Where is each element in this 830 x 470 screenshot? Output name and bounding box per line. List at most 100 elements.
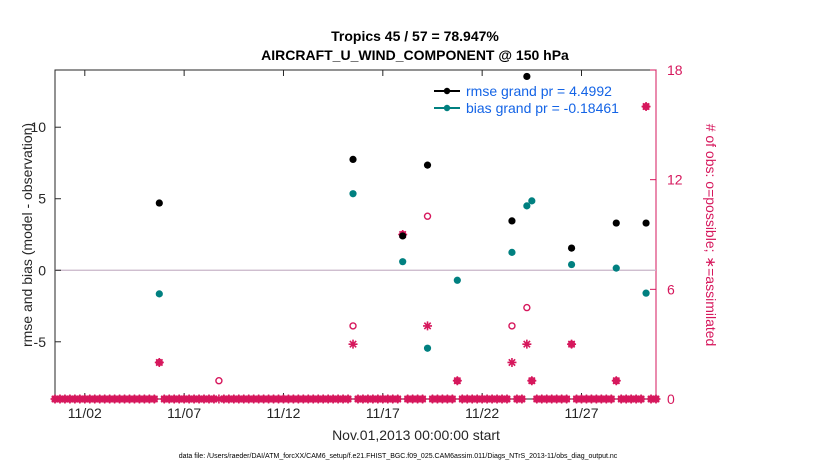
obs-possible-point: [349, 322, 357, 330]
obs-assimilated-point: [328, 394, 338, 404]
obs-assimilated-point: [169, 394, 179, 404]
obs-assimilated-point: [467, 394, 477, 404]
obs-assimilated-point: [313, 394, 323, 404]
obs-assimilated-point: [497, 394, 507, 404]
obs-assimilated-point: [259, 394, 269, 404]
obs-assimilated-point: [626, 394, 636, 404]
obs-assimilated-point: [423, 321, 433, 331]
obs-assimilated-point: [383, 394, 393, 404]
x-axis: 11/02 11/07 11/12 11/17 11/22 11/27: [68, 70, 599, 421]
bias-point: [508, 248, 516, 256]
y2-tick-label: 6: [667, 281, 675, 297]
x-axis-label: Nov.01,2013 00:00:00 start: [332, 427, 500, 443]
chart-title: Tropics 45 / 57 = 78.947%: [331, 28, 499, 44]
bias-point: [423, 344, 432, 352]
obs-assimilated-point: [105, 394, 115, 404]
y2-tick-label: 12: [667, 172, 683, 188]
obs-assimilated-point: [646, 394, 656, 404]
chart-subtitle: AIRCRAFT_U_WIND_COMPONENT @ 150 hPa: [261, 47, 569, 63]
obs-assimilated-point: [199, 394, 209, 404]
obs-assimilated-point: [90, 394, 100, 404]
obs-assimilated-point: [576, 394, 586, 404]
obs-assimilated-point: [512, 394, 522, 404]
obs-assimilated-point: [318, 394, 328, 404]
obs-possible-point: [215, 377, 223, 385]
obs-assimilated-point: [234, 394, 244, 404]
obs-assimilated-point: [378, 394, 388, 404]
obs-assimilated-point: [477, 394, 487, 404]
obs-assimilated-point: [149, 394, 159, 404]
obs-assimilated-point: [408, 394, 418, 404]
obs-assimilated-point: [164, 394, 174, 404]
bias-point: [528, 197, 536, 205]
legend-bias-marker: [443, 104, 451, 112]
legend-bias-label: bias grand pr = -0.18461: [466, 100, 619, 116]
obs-assimilated-point: [333, 394, 343, 404]
x-tick-label: 11/07: [167, 405, 201, 421]
obs-assimilated-point: [254, 394, 264, 404]
y2-tick-label: 0: [667, 391, 675, 407]
obs-assimilated-point: [80, 394, 90, 404]
rmse-point: [423, 161, 432, 169]
obs-assimilated-point: [298, 394, 308, 404]
obs-assimilated-point: [552, 394, 562, 404]
obs-assimilated-point: [139, 394, 149, 404]
rmse-point: [567, 244, 576, 252]
obs-assimilated-point: [393, 394, 403, 404]
obs-possible-series: [51, 102, 660, 403]
obs-assimilated-point: [179, 394, 189, 404]
obs-assimilated-point: [502, 394, 512, 404]
obs-assimilated-point: [601, 394, 611, 404]
obs-assimilated-point: [537, 394, 547, 404]
obs-assimilated-point: [100, 394, 110, 404]
obs-assimilated-point: [507, 357, 517, 367]
obs-assimilated-point: [55, 394, 65, 404]
obs-assimilated-point: [442, 394, 452, 404]
obs-assimilated-point: [120, 394, 130, 404]
y2-axis-label: # of obs: o=possible; ∗=assimilated: [703, 124, 719, 347]
obs-assimilated-point: [557, 394, 567, 404]
obs-assimilated-point: [65, 394, 75, 404]
obs-assimilated-point: [353, 394, 363, 404]
obs-assimilated-point: [413, 394, 423, 404]
obs-assimilated-point: [308, 394, 318, 404]
bias-point: [155, 290, 163, 298]
x-tick-label: 11/12: [266, 405, 300, 421]
obs-assimilated-point: [651, 394, 661, 404]
obs-assimilated-point: [403, 394, 413, 404]
obs-assimilated-point: [154, 357, 164, 367]
obs-assimilated-point: [348, 339, 358, 349]
rmse-point: [508, 217, 516, 225]
obs-assimilated-point: [129, 394, 139, 404]
y2-tick-label: 18: [667, 62, 683, 78]
legend-rmse-label: rmse grand pr = 4.4992: [466, 83, 612, 99]
obs-assimilated-point: [572, 394, 582, 404]
obs-assimilated-point: [115, 394, 125, 404]
obs-assimilated-point: [631, 394, 641, 404]
bias-point: [453, 276, 461, 284]
y-tick-label: 0: [38, 262, 46, 278]
obs-possible-point: [423, 212, 432, 220]
obs-assimilated-point: [418, 394, 428, 404]
obs-assimilated-point: [293, 394, 303, 404]
obs-assimilated-point: [567, 339, 577, 349]
obs-assimilated-point: [264, 394, 274, 404]
obs-assimilated-point: [492, 394, 502, 404]
obs-assimilated-point: [283, 394, 293, 404]
obs-assimilated-point: [224, 394, 234, 404]
bias-point: [349, 190, 357, 198]
obs-assimilated-point: [209, 394, 219, 404]
obs-possible-point: [523, 303, 531, 312]
obs-assimilated-point: [189, 394, 199, 404]
obs-assimilated-point: [591, 394, 601, 404]
obs-assimilated-point: [596, 394, 606, 404]
obs-assimilated-point: [363, 394, 373, 404]
x-tick-label: 11/22: [465, 405, 499, 421]
obs-assimilated-point: [621, 394, 631, 404]
obs-assimilated-point: [278, 394, 288, 404]
legend-rmse-marker: [443, 87, 451, 95]
obs-assimilated-point: [388, 394, 398, 404]
rmse-point: [612, 219, 620, 227]
obs-assimilated-point: [75, 394, 85, 404]
obs-assimilated-point: [636, 394, 646, 404]
